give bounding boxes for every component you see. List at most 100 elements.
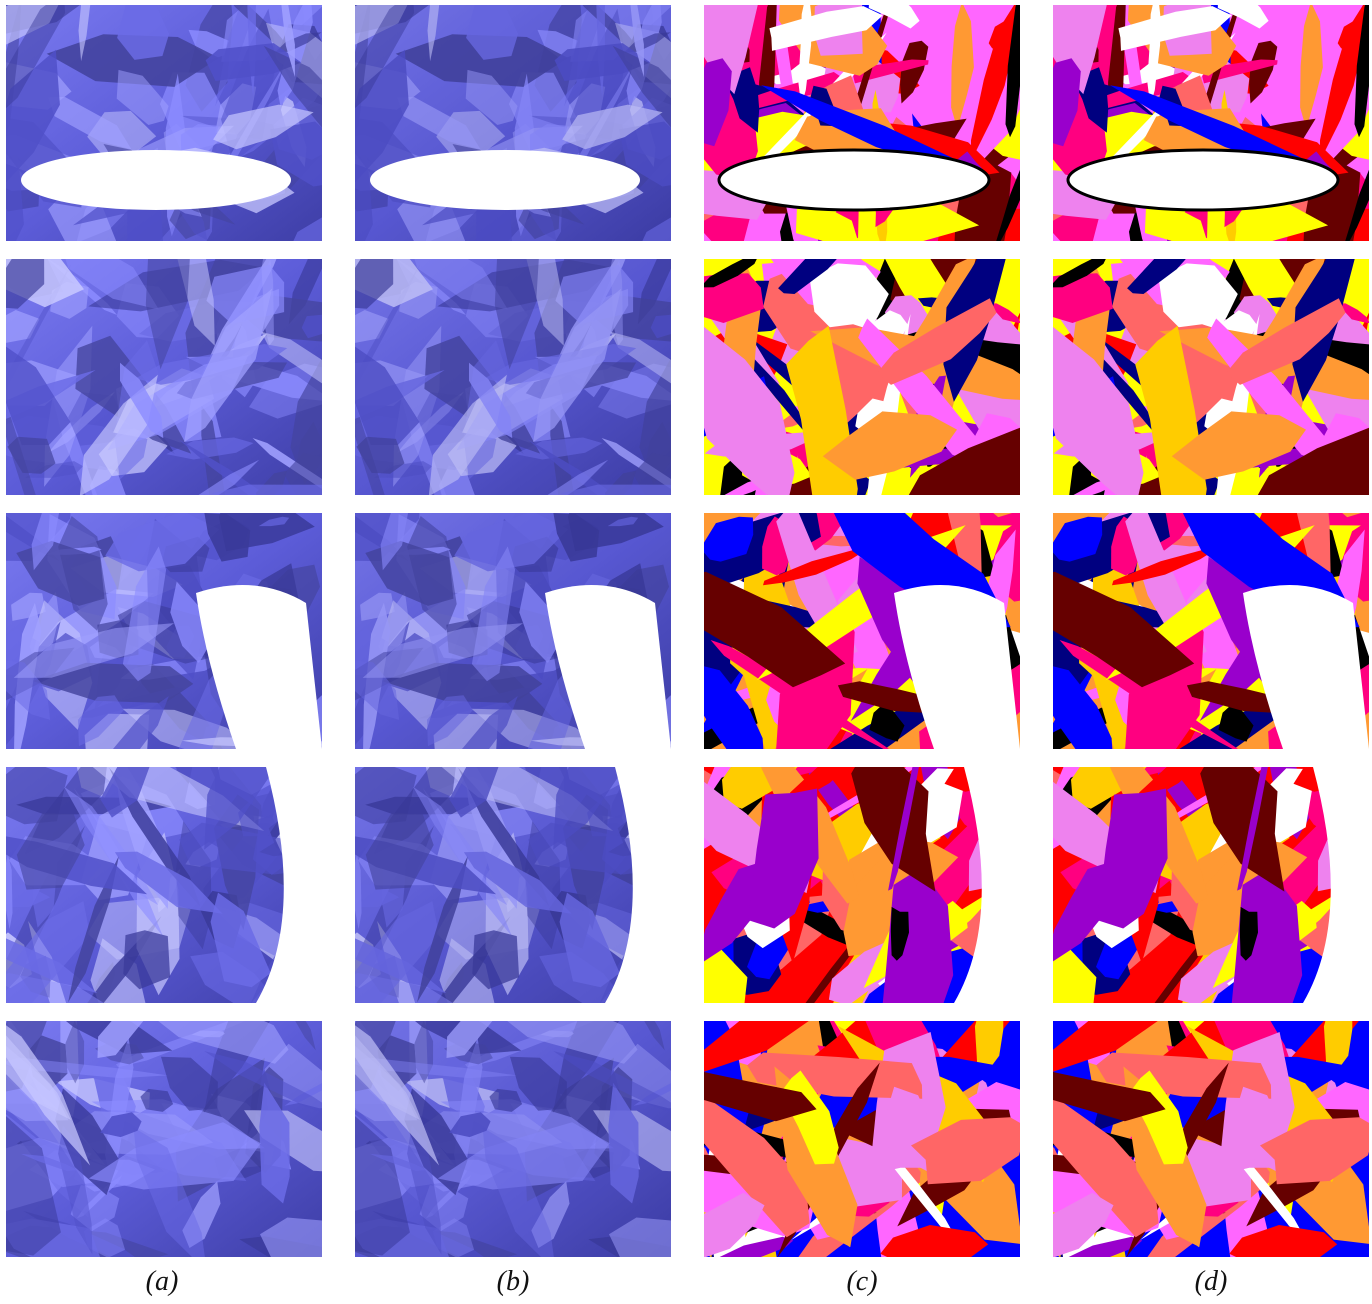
shade-overlay	[355, 1021, 671, 1257]
surface-facet	[117, 5, 170, 60]
segment-region	[748, 788, 819, 929]
figure-panel	[6, 767, 322, 1003]
surface-facet	[25, 461, 83, 478]
surface-facet	[362, 623, 524, 678]
figure-panel	[704, 513, 1020, 749]
surface-facet	[370, 1153, 427, 1172]
surface-facet	[6, 5, 66, 109]
surface-facet	[355, 5, 408, 45]
hole	[954, 767, 1020, 1003]
surface-facet	[161, 1056, 218, 1111]
surface-facet	[13, 623, 175, 678]
segment-region	[776, 608, 855, 749]
surface-facet	[210, 892, 271, 988]
surface-facet	[258, 516, 290, 527]
segment-region	[1200, 767, 1285, 892]
surface-facet	[46, 34, 219, 87]
surface-facet	[414, 1021, 434, 1084]
segment-region	[1354, 5, 1369, 138]
surface-facet	[48, 391, 116, 453]
caption: (a)	[146, 1266, 179, 1297]
figure-panel	[704, 5, 1020, 241]
hole	[1066, 148, 1340, 212]
surface-facet	[105, 1037, 134, 1176]
segment-region	[974, 1021, 1004, 1073]
segment-region	[1097, 788, 1168, 929]
segment-region	[704, 273, 764, 323]
surface-facet	[281, 5, 295, 77]
segment-region	[1217, 5, 1269, 29]
surface-facet	[355, 1035, 420, 1120]
segment-region	[868, 5, 920, 29]
surface-facet	[562, 104, 663, 150]
segment-region	[951, 5, 974, 130]
segment-region	[971, 5, 1017, 161]
surface-facet	[374, 461, 432, 478]
hole	[1243, 585, 1369, 749]
figure-panel	[355, 5, 671, 241]
segment-region	[1257, 427, 1369, 495]
segment-region	[908, 427, 1020, 495]
surface-facet	[632, 452, 671, 495]
surface-facet	[198, 459, 260, 495]
surface-facet	[355, 1057, 517, 1079]
segment-region	[1053, 666, 1113, 749]
surface-facet	[482, 1127, 554, 1257]
surface-facet	[6, 346, 71, 446]
hole	[717, 148, 991, 212]
surface-facet	[494, 259, 539, 370]
segment-region	[882, 868, 954, 1003]
segment-region	[798, 5, 812, 107]
segment-region	[704, 259, 757, 288]
surface-facet	[380, 513, 409, 571]
surface-facet	[355, 346, 420, 446]
segment-region	[704, 58, 732, 147]
segment-region	[1127, 259, 1186, 294]
surface-facet	[397, 96, 481, 150]
surface-facet	[427, 5, 440, 62]
surface-facet	[612, 45, 671, 128]
surface-facet	[355, 310, 389, 343]
segment-region	[719, 1236, 794, 1257]
figure-panel	[355, 1021, 671, 1257]
surface-facet	[642, 217, 671, 241]
surface-facet	[355, 854, 362, 930]
surface-facet	[515, 437, 603, 460]
segment-region	[1053, 1072, 1166, 1122]
segment-region	[1171, 411, 1306, 480]
surface-facet	[6, 5, 59, 45]
surface-facet	[553, 767, 625, 850]
figure-panel	[355, 259, 671, 495]
surface-facet	[466, 5, 519, 60]
surface-facet	[619, 121, 671, 187]
segment-region	[1053, 58, 1081, 147]
segment-region	[704, 1021, 809, 1072]
segment-region	[704, 516, 754, 562]
segment-region	[822, 411, 957, 480]
surface-facet	[64, 786, 158, 905]
surface-facet	[6, 1035, 71, 1120]
hole	[605, 767, 671, 1003]
segment-region	[900, 40, 929, 104]
surface-facet	[6, 1057, 168, 1079]
surface-facet	[519, 581, 561, 663]
segment-region	[1005, 5, 1020, 138]
surface-facet	[469, 362, 513, 439]
surface-facet	[630, 5, 644, 77]
figure-panel	[6, 259, 322, 495]
surface-facet	[158, 1021, 289, 1064]
shade-overlay	[355, 767, 671, 1003]
segment-region	[1239, 906, 1258, 961]
surface-facet	[65, 1021, 85, 1084]
surface-facet	[381, 662, 543, 703]
figure-panel	[704, 259, 1020, 495]
surface-facet	[489, 1088, 523, 1112]
surface-facet	[507, 1021, 638, 1064]
surface-facet	[610, 331, 671, 384]
segment-region	[1053, 571, 1195, 688]
segment-region	[704, 938, 748, 1003]
segment-region	[989, 303, 1020, 324]
figure-panel	[355, 767, 671, 1003]
figure-panel	[704, 1021, 1020, 1257]
